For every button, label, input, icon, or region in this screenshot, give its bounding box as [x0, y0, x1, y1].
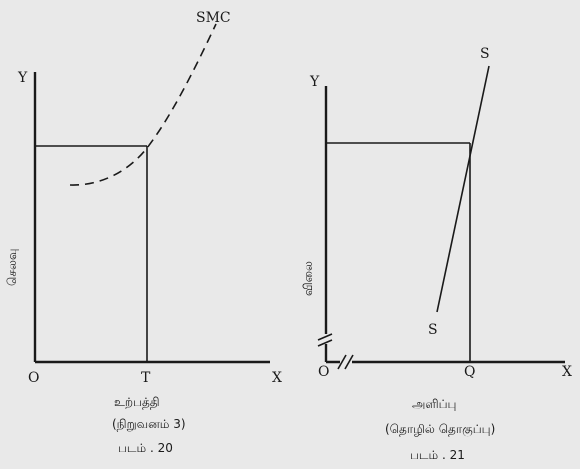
figure-21: Y X O Q S S விலை அளிப்பு (தொழில் தொகுப்ப… — [301, 46, 572, 462]
fig21-figure-caption: படம் . 21 — [410, 448, 465, 462]
fig20-figure-caption: படம் . 20 — [118, 441, 173, 455]
fig21-x-axis-label: X — [562, 364, 572, 380]
fig21-y-axis-label: Y — [309, 74, 320, 90]
fig21-x-caption-2: (தொழில் தொகுப்பு) — [385, 422, 495, 436]
fig20-smc-curve — [69, 23, 217, 186]
fig21-origin-label: O — [318, 364, 329, 380]
fig21-x-axis-break — [337, 354, 354, 370]
fig20-smc-label: SMC — [196, 10, 231, 26]
fig20-x-axis-label: X — [272, 370, 282, 386]
fig21-s-label-top: S — [480, 46, 490, 62]
fig20-y-axis-label: Y — [17, 70, 28, 86]
fig20-y-axis-title: செலவு — [5, 249, 19, 286]
fig21-supply-curve — [436, 65, 490, 313]
fig21-y-axis-break — [317, 333, 334, 347]
fig20-x-caption-2: (நிறுவனம் 3) — [112, 417, 186, 432]
fig21-q-label: Q — [464, 364, 475, 380]
fig21-s-label-bottom: S — [428, 322, 438, 338]
figure-20: Y X O T SMC செலவு உற்பத்தி (நிறுவனம் 3) … — [5, 10, 282, 455]
fig20-x-caption: உற்பத்தி — [114, 395, 160, 409]
fig20-origin-label: O — [28, 370, 39, 386]
fig21-y-axis-title: விலை — [301, 261, 315, 296]
fig20-t-label: T — [141, 370, 151, 386]
fig21-x-caption: அளிப்பு — [412, 397, 456, 411]
